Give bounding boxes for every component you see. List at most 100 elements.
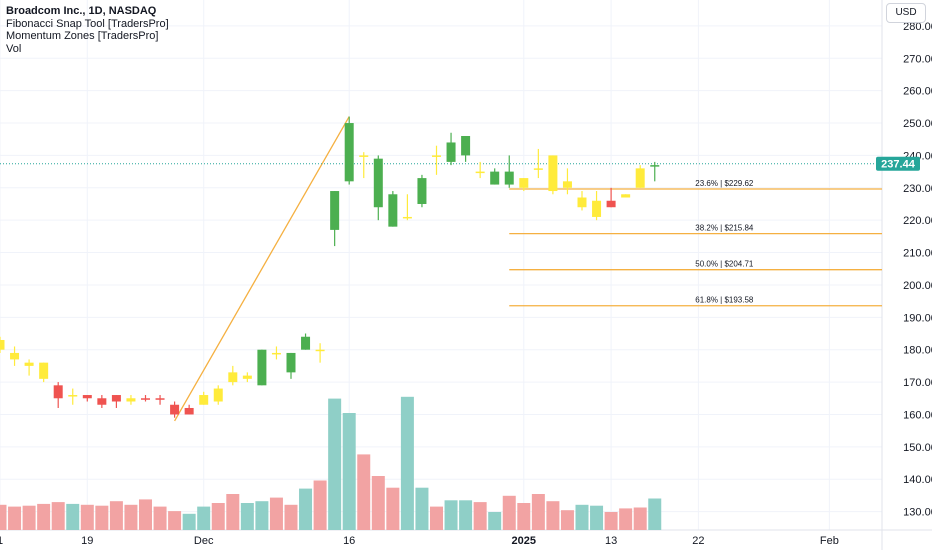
volume-bar[interactable] xyxy=(604,512,618,530)
candle-body[interactable] xyxy=(53,385,63,399)
candle-body[interactable] xyxy=(373,158,383,208)
volume-bar[interactable] xyxy=(488,512,502,530)
candle-body[interactable] xyxy=(359,155,369,157)
volume-bar[interactable] xyxy=(168,511,182,530)
volume-bar[interactable] xyxy=(357,454,371,530)
candle-body[interactable] xyxy=(257,349,267,386)
volume-bar[interactable] xyxy=(473,502,487,530)
candle-body[interactable] xyxy=(199,395,209,405)
volume-bar[interactable] xyxy=(182,513,196,530)
candle-body[interactable] xyxy=(286,352,296,373)
candle-body[interactable] xyxy=(301,336,311,350)
candle-body[interactable] xyxy=(330,191,340,230)
volume-bar[interactable] xyxy=(80,504,94,530)
volume-bar[interactable] xyxy=(240,503,254,530)
volume-bar[interactable] xyxy=(313,480,327,531)
candle-body[interactable] xyxy=(635,168,645,188)
volume-bar[interactable] xyxy=(255,501,269,530)
volume-bar[interactable] xyxy=(0,504,7,530)
candle-body[interactable] xyxy=(621,194,631,198)
volume-bar[interactable] xyxy=(400,396,414,530)
volume-bar[interactable] xyxy=(328,398,342,530)
candle-body[interactable] xyxy=(533,168,543,170)
candle-body[interactable] xyxy=(82,395,92,399)
candle-body[interactable] xyxy=(213,388,223,402)
candle-body[interactable] xyxy=(24,362,34,366)
candle-body[interactable] xyxy=(417,178,427,204)
candle-body[interactable] xyxy=(315,349,325,352)
candle-body[interactable] xyxy=(39,362,49,379)
candle-body[interactable] xyxy=(68,395,78,397)
indicator-volume[interactable]: Vol xyxy=(6,42,22,55)
volume-bar[interactable] xyxy=(66,503,80,530)
candle-body[interactable] xyxy=(111,395,121,402)
candle-body[interactable] xyxy=(577,197,587,208)
candle-body[interactable] xyxy=(592,200,602,217)
volume-bar[interactable] xyxy=(95,505,109,530)
volume-bar[interactable] xyxy=(531,494,545,530)
volume-bar[interactable] xyxy=(153,506,167,530)
volume-bar[interactable] xyxy=(8,506,22,530)
volume-bar[interactable] xyxy=(619,508,633,530)
candle-body[interactable] xyxy=(155,398,165,400)
indicator-fibonacci[interactable]: Fibonacci Snap Tool [TradersPro] xyxy=(6,17,169,30)
candle-body[interactable] xyxy=(184,407,194,415)
candle-body[interactable] xyxy=(402,216,412,219)
candle-body[interactable] xyxy=(126,398,136,402)
candle-body[interactable] xyxy=(170,404,180,415)
candle-body[interactable] xyxy=(519,178,529,188)
candle-body[interactable] xyxy=(242,375,252,379)
currency-button[interactable]: USD xyxy=(886,3,926,23)
volume-bar[interactable] xyxy=(371,476,385,530)
candle-body[interactable] xyxy=(650,165,660,167)
candle-body[interactable] xyxy=(504,171,514,185)
volume-bar[interactable] xyxy=(648,498,662,531)
volume-bar[interactable] xyxy=(299,488,313,530)
candle-body[interactable] xyxy=(388,194,398,227)
volume-bar[interactable] xyxy=(560,510,574,530)
candle-body[interactable] xyxy=(562,181,572,188)
volume-bar[interactable] xyxy=(124,504,138,530)
volume-bar[interactable] xyxy=(284,504,298,530)
volume-bar[interactable] xyxy=(386,487,400,530)
candle-body[interactable] xyxy=(548,155,558,192)
volume-bar[interactable] xyxy=(517,503,531,530)
volume-bar[interactable] xyxy=(37,503,51,530)
candle-body[interactable] xyxy=(446,142,456,162)
candle-body[interactable] xyxy=(271,352,281,355)
candle-body[interactable] xyxy=(141,398,150,400)
volume-bar[interactable] xyxy=(197,506,211,530)
volume-bar[interactable] xyxy=(575,504,589,530)
volume-bar[interactable] xyxy=(546,501,560,530)
candle-body[interactable] xyxy=(490,171,500,185)
candle-body[interactable] xyxy=(0,339,5,350)
candle-body[interactable] xyxy=(606,200,616,208)
volume-bar[interactable] xyxy=(51,502,65,530)
volume-bar[interactable] xyxy=(633,507,647,531)
candle-body[interactable] xyxy=(432,155,441,157)
volume-bar[interactable] xyxy=(226,494,240,530)
candle-body[interactable] xyxy=(461,135,471,156)
candle-body[interactable] xyxy=(97,398,107,405)
volume-bar[interactable] xyxy=(415,487,429,530)
volume-bar[interactable] xyxy=(109,501,123,530)
candle-body[interactable] xyxy=(10,352,20,360)
volume-bar[interactable] xyxy=(444,500,458,530)
candle-body[interactable] xyxy=(475,171,485,174)
volume-bar[interactable] xyxy=(269,497,283,530)
volume-bar[interactable] xyxy=(590,505,604,530)
indicator-momentum[interactable]: Momentum Zones [TradersPro] xyxy=(6,30,159,42)
volume-bar[interactable] xyxy=(211,503,225,530)
volume-bar[interactable] xyxy=(139,499,152,530)
volume-bar[interactable] xyxy=(430,506,443,530)
swing-trend-line[interactable] xyxy=(174,116,350,422)
candle-body[interactable] xyxy=(228,372,238,383)
volume-bar[interactable] xyxy=(342,413,356,530)
volume-bar[interactable] xyxy=(502,495,516,530)
chart-title[interactable]: Broadcom Inc., 1D, NASDAQ xyxy=(6,5,157,17)
candle-body[interactable] xyxy=(344,123,354,182)
volume-bar[interactable] xyxy=(459,500,473,530)
volume-bar[interactable] xyxy=(22,505,36,530)
